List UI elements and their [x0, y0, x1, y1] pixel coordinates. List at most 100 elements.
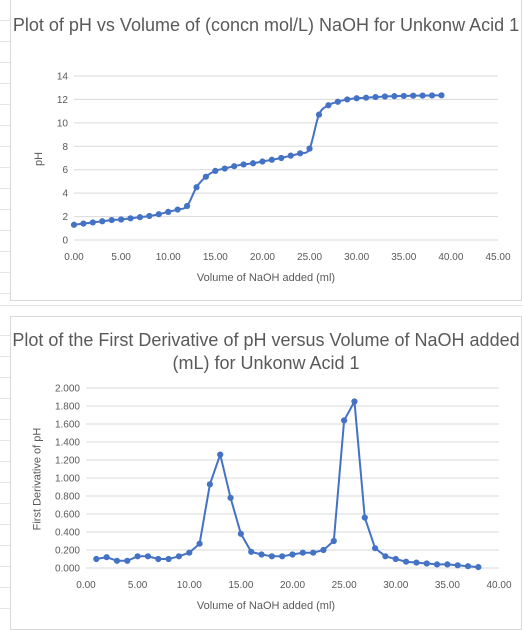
- data-point: [108, 216, 115, 224]
- derivative-plot-area: 0.000 0.200 0.400 0.600 0.800 1.000 1.200 1.400…: [55, 384, 512, 592]
- data-point: [362, 94, 370, 101]
- data-point: [382, 553, 389, 560]
- ph-chart-panel[interactable]: Plot of pH vs Volume of (concn mol/L) Na…: [10, 0, 522, 301]
- x-tick-label: 35.00: [391, 252, 416, 263]
- data-point: [306, 145, 313, 152]
- x-tick-label: 5.00: [128, 580, 148, 591]
- y-axis-label: pH: [33, 151, 45, 167]
- data-point: [174, 206, 181, 213]
- x-tick-label: 0.00: [76, 580, 96, 591]
- data-point: [99, 218, 106, 225]
- y-tick-label: 2: [62, 212, 68, 223]
- data-point: [419, 92, 426, 99]
- chart-title: Plot of pH vs Volume of (concn mol/L) Na…: [12, 15, 520, 35]
- data-point: [113, 557, 121, 564]
- data-point: [351, 398, 358, 405]
- data-point: [136, 214, 144, 221]
- series-line: [96, 398, 479, 569]
- y-tick-label: 1.000: [55, 474, 80, 485]
- x-tick-label: 30.00: [383, 580, 408, 591]
- data-point: [193, 184, 200, 191]
- data-point: [410, 92, 417, 99]
- data-point: [320, 546, 327, 554]
- data-point: [325, 102, 332, 109]
- x-tick-label: 20.00: [250, 252, 275, 263]
- data-point: [221, 165, 228, 172]
- x-axis-label: Volume of NaOH added (ml): [196, 272, 336, 284]
- x-tick-label: 25.00: [297, 252, 322, 263]
- x-tick-label: 15.00: [203, 252, 228, 263]
- data-point: [297, 150, 304, 157]
- data-point: [391, 93, 398, 100]
- data-point: [289, 551, 296, 558]
- derivative-chart-panel[interactable]: Plot of the First Derivative of pH versu…: [10, 316, 522, 630]
- y-tick-label: 0: [62, 236, 68, 247]
- data-point: [118, 216, 125, 223]
- x-tick-label: 0.00: [64, 252, 84, 263]
- data-point: [144, 553, 152, 560]
- data-point: [165, 555, 172, 563]
- x-tick-label: 40.00: [486, 580, 511, 591]
- y-tick-label: 2.000: [55, 384, 80, 395]
- data-point: [361, 514, 368, 521]
- data-point: [334, 98, 341, 105]
- y-tick-label: 1.400: [55, 438, 80, 449]
- y-tick-label: 0.000: [55, 564, 80, 575]
- y-axis-label: First Derivative of pH: [31, 427, 44, 531]
- data-point: [70, 221, 78, 228]
- data-point: [330, 537, 337, 545]
- chart-title: Plot of the First Derivative of pH versu…: [12, 330, 520, 373]
- y-tick-label: 1.600: [55, 420, 80, 431]
- ph-plot-area: 0 2 4 6 8 10 12 14 0.00 5.00 10.00 15.00 20.00 25.00 3…: [57, 72, 511, 264]
- data-point: [217, 451, 224, 458]
- data-point: [287, 152, 294, 159]
- data-point: [124, 557, 131, 564]
- x-tick-label: 35.00: [435, 580, 460, 591]
- data-point: [400, 92, 407, 100]
- x-tick-label: 45.00: [485, 252, 510, 263]
- data-point: [127, 215, 134, 222]
- y-tick-label: 14: [57, 72, 69, 83]
- data-point: [89, 219, 96, 226]
- x-tick-label: 10.00: [177, 580, 202, 591]
- data-point: [134, 553, 141, 560]
- y-tick-label: 0.400: [55, 528, 80, 539]
- y-tick-label: 0.800: [55, 492, 80, 503]
- data-point: [413, 559, 420, 566]
- data-point: [438, 92, 445, 99]
- data-point: [428, 92, 436, 99]
- data-point: [231, 163, 238, 170]
- data-point: [258, 551, 265, 558]
- x-tick-label: 5.00: [111, 252, 131, 263]
- y-tick-label: 4: [62, 189, 68, 200]
- data-point: [103, 554, 110, 561]
- data-point: [402, 558, 410, 565]
- series-line: [73, 94, 442, 226]
- data-point: [240, 161, 247, 168]
- data-point: [392, 555, 399, 563]
- data-point: [310, 549, 317, 556]
- data-point: [93, 555, 100, 563]
- data-point: [146, 212, 153, 220]
- y-tick-label: 6: [62, 165, 68, 176]
- data-point: [227, 494, 234, 501]
- data-point: [175, 553, 183, 560]
- data-point: [464, 563, 472, 570]
- data-point: [155, 555, 162, 563]
- data-point: [248, 548, 255, 555]
- data-point: [278, 154, 285, 162]
- data-point: [381, 93, 389, 100]
- data-point: [475, 564, 482, 571]
- data-point: [268, 156, 275, 163]
- y-tick-label: 12: [57, 95, 69, 106]
- data-point: [315, 111, 323, 118]
- data-point: [372, 93, 379, 101]
- x-axis-label: Volume of NaOH added (ml): [196, 600, 336, 612]
- data-point: [444, 561, 451, 568]
- x-tick-label: 25.00: [332, 580, 357, 591]
- data-point: [268, 553, 275, 560]
- x-tick-label: 15.00: [228, 580, 253, 591]
- data-point: [259, 158, 266, 165]
- y-tick-label: 8: [62, 142, 68, 153]
